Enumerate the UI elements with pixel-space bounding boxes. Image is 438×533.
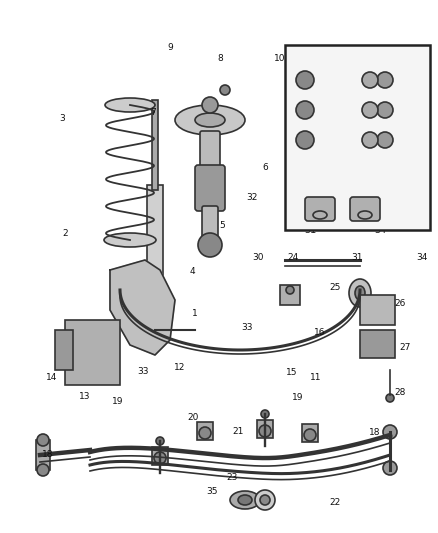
- Text: 10: 10: [274, 53, 285, 62]
- Bar: [55, 330, 73, 370]
- Text: 24: 24: [287, 254, 298, 262]
- Bar: [301, 424, 317, 442]
- Text: 21: 21: [232, 427, 243, 437]
- Text: 29: 29: [415, 99, 427, 108]
- Text: 4: 4: [189, 268, 194, 277]
- Text: 31: 31: [350, 253, 362, 262]
- Circle shape: [295, 131, 313, 149]
- Circle shape: [37, 434, 49, 446]
- Circle shape: [254, 490, 274, 510]
- Text: 7: 7: [150, 108, 155, 117]
- Text: 11: 11: [310, 374, 321, 383]
- Ellipse shape: [354, 286, 364, 300]
- Circle shape: [285, 286, 293, 294]
- Circle shape: [115, 295, 125, 305]
- Ellipse shape: [194, 113, 225, 127]
- FancyBboxPatch shape: [201, 206, 218, 240]
- Circle shape: [261, 410, 268, 418]
- Text: 19: 19: [112, 398, 124, 407]
- Text: 26: 26: [393, 298, 405, 308]
- Text: 5: 5: [219, 221, 224, 230]
- Text: 30: 30: [252, 253, 263, 262]
- Bar: [65, 320, 120, 385]
- Circle shape: [198, 233, 222, 257]
- Circle shape: [201, 97, 218, 113]
- Text: 27: 27: [399, 343, 410, 352]
- Text: 19: 19: [292, 393, 303, 402]
- Text: 32: 32: [246, 192, 257, 201]
- Text: 18: 18: [42, 450, 53, 459]
- Text: 12: 12: [174, 364, 185, 373]
- Bar: [152, 447, 168, 465]
- Bar: [256, 420, 272, 438]
- Text: 20: 20: [187, 414, 198, 423]
- Circle shape: [154, 452, 166, 464]
- Text: 9: 9: [296, 55, 302, 65]
- Ellipse shape: [237, 495, 251, 505]
- Circle shape: [376, 72, 392, 88]
- Text: 1: 1: [192, 309, 198, 318]
- Bar: [152, 100, 158, 190]
- Ellipse shape: [230, 491, 259, 509]
- Ellipse shape: [175, 105, 244, 135]
- Ellipse shape: [348, 279, 370, 307]
- Bar: [197, 422, 212, 440]
- Text: 6: 6: [261, 163, 267, 172]
- Circle shape: [376, 102, 392, 118]
- Bar: [284, 45, 429, 230]
- Text: 3: 3: [59, 114, 65, 123]
- Circle shape: [198, 427, 211, 439]
- Circle shape: [303, 429, 315, 441]
- Ellipse shape: [361, 132, 377, 148]
- Text: 8: 8: [217, 53, 223, 62]
- Text: 23: 23: [226, 473, 237, 482]
- Bar: [147, 185, 162, 325]
- Polygon shape: [110, 260, 175, 355]
- Circle shape: [295, 101, 313, 119]
- Text: 15: 15: [286, 368, 297, 377]
- Text: 34: 34: [415, 254, 427, 262]
- Bar: [359, 295, 394, 325]
- Text: 34: 34: [373, 225, 385, 235]
- Text: 2: 2: [62, 229, 67, 238]
- Circle shape: [155, 437, 164, 445]
- Bar: [359, 330, 394, 358]
- Circle shape: [382, 461, 396, 475]
- Text: 33: 33: [241, 324, 252, 333]
- Text: 22: 22: [328, 498, 340, 507]
- Ellipse shape: [361, 102, 377, 118]
- Text: 9: 9: [167, 43, 173, 52]
- Circle shape: [150, 280, 159, 290]
- Text: 14: 14: [46, 374, 57, 383]
- Text: 18: 18: [368, 429, 380, 438]
- Ellipse shape: [361, 72, 377, 88]
- FancyBboxPatch shape: [349, 197, 379, 221]
- Text: 35: 35: [206, 488, 217, 497]
- Text: 28: 28: [393, 389, 405, 398]
- Bar: [279, 285, 299, 305]
- Circle shape: [219, 85, 230, 95]
- Text: 13: 13: [79, 392, 91, 401]
- Ellipse shape: [105, 98, 155, 112]
- Text: 33: 33: [137, 367, 148, 376]
- Circle shape: [37, 464, 49, 476]
- Circle shape: [295, 71, 313, 89]
- Circle shape: [258, 425, 270, 437]
- Circle shape: [382, 425, 396, 439]
- Text: 25: 25: [328, 284, 340, 293]
- FancyBboxPatch shape: [304, 197, 334, 221]
- Text: 31: 31: [303, 225, 315, 235]
- FancyBboxPatch shape: [200, 131, 219, 170]
- Circle shape: [376, 132, 392, 148]
- Circle shape: [385, 394, 393, 402]
- Text: 16: 16: [314, 328, 325, 337]
- FancyBboxPatch shape: [194, 165, 225, 211]
- Circle shape: [259, 495, 269, 505]
- Text: 8: 8: [356, 55, 362, 65]
- Ellipse shape: [104, 233, 155, 247]
- Bar: [36, 440, 50, 470]
